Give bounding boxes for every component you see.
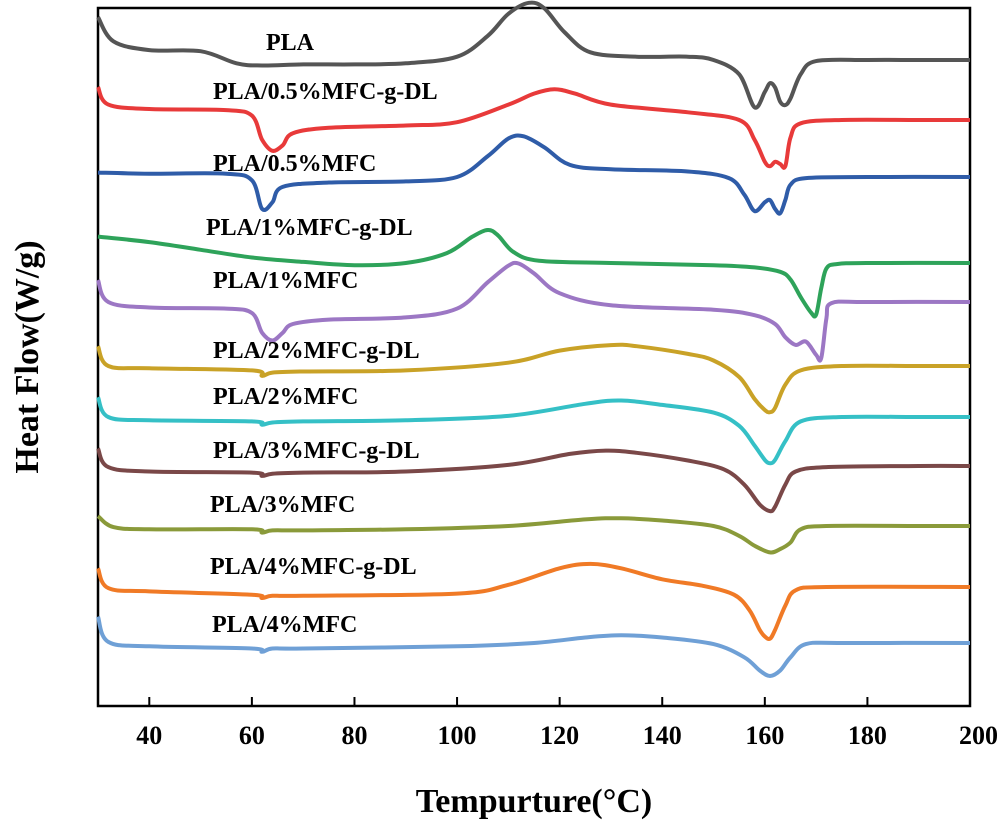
x-tick-label: 100 [438,721,477,750]
x-tick-label: 160 [745,721,784,750]
series-label: PLA/0.5%MFC-g-DL [213,79,438,105]
x-axis: 40 60 80 100 120 140 160 180 200 [136,697,998,750]
x-tick-label: 120 [540,721,579,750]
series-line [97,227,971,319]
series-labels: PLA PLA/0.5%MFC-g-DL PLA/0.5%MFC PLA/1%MFC-… [206,30,438,638]
series-line [96,615,971,678]
series-line [96,396,970,466]
x-axis-title: Tempurture(°C) [416,783,652,820]
series-line [96,0,970,110]
series-label: PLA/4%MFC [212,612,357,638]
series-label: PLA/1%MFC [213,268,358,294]
series-line [96,561,971,642]
series-curves [96,0,971,678]
x-tick-label: 140 [643,721,682,750]
series-label: PLA [266,30,315,56]
y-axis-title: Heat Flow(W/g) [9,240,46,473]
x-tick-label: 200 [959,721,998,750]
x-tick-label: 40 [136,721,162,750]
x-tick-label: 60 [239,721,265,750]
series-label: PLA/2%MFC [213,384,358,410]
series-label: PLA/1%MFC-g-DL [206,215,413,241]
series-label: PLA/0.5%MFC [213,151,376,177]
x-tick-label: 80 [341,721,367,750]
series-line [96,447,971,514]
series-line [97,133,971,216]
series-label: PLA/2%MFC-g-DL [213,338,420,364]
series-line [96,85,970,170]
series-line [96,342,970,415]
x-tick-label: 180 [848,721,887,750]
series-label: PLA/4%MFC-g-DL [210,554,417,580]
series-line [96,514,970,555]
series-label: PLA/3%MFC [210,492,355,518]
series-label: PLA/3%MFC-g-DL [213,438,420,464]
series-line [96,260,971,363]
